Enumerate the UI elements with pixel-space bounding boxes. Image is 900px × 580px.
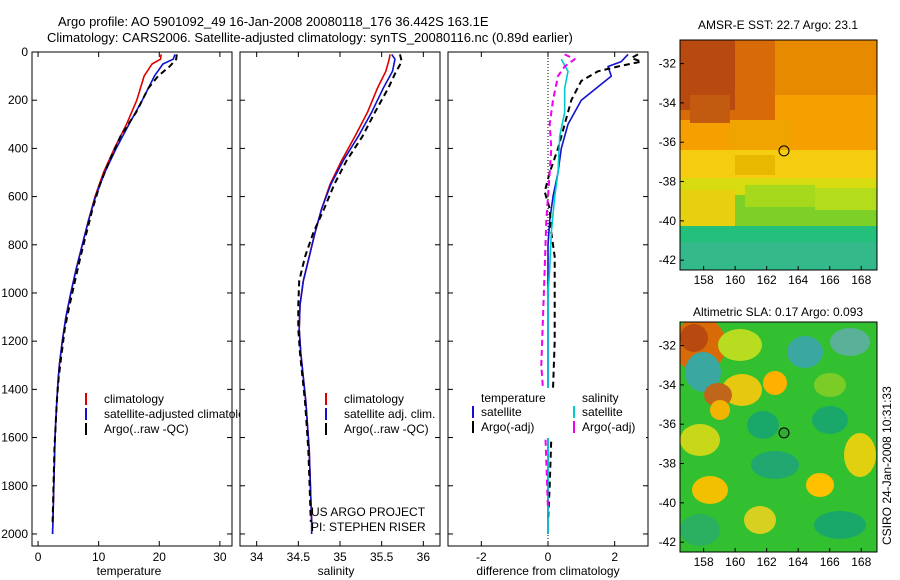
legend-label-climatology: climatology bbox=[104, 392, 164, 406]
legend-label-argo: Argo(..raw -QC) bbox=[344, 422, 429, 436]
x-tick-label: 160 bbox=[725, 555, 745, 569]
legend-label-satellite-adj: satellite adj. clim. bbox=[344, 407, 435, 421]
y-tick-label: -42 bbox=[659, 535, 677, 549]
y-tick-label: 0 bbox=[21, 45, 28, 59]
y-tick-label: -32 bbox=[659, 339, 677, 353]
legend-label-temp-argo: Argo(-adj) bbox=[481, 420, 534, 434]
x-tick-label: 20 bbox=[153, 550, 167, 564]
legend-label-sal-argo: Argo(-adj) bbox=[582, 420, 635, 434]
sst-field bbox=[680, 40, 877, 270]
difference-xlabel: difference from climatology bbox=[476, 564, 619, 578]
y-tick-label: 200 bbox=[8, 93, 28, 107]
x-tick-label: 0 bbox=[545, 550, 552, 564]
difference-legend: temperature salinity satellite Argo(-adj… bbox=[466, 388, 646, 438]
sla-map-axes: 158 160 162 164 166 168 -32 -34 -36 -38 -40 -42 bbox=[659, 339, 872, 569]
x-tick-label: 168 bbox=[851, 273, 871, 287]
series-line-argo-raw-qc bbox=[297, 54, 403, 522]
y-tick-label: 800 bbox=[8, 238, 28, 252]
x-tick-label: 34 bbox=[250, 550, 264, 564]
y-tick-label: -38 bbox=[659, 457, 677, 471]
x-tick-label: 30 bbox=[213, 550, 227, 564]
x-tick-label: -2 bbox=[476, 550, 487, 564]
temperature-panel: 0 10 20 30 0 200 400 600 800 1000 1200 1400 1600 1800… bbox=[1, 45, 257, 578]
x-tick-label: 162 bbox=[757, 555, 777, 569]
y-tick-label: -34 bbox=[659, 96, 677, 110]
series-line-satellite-adjusted-climatology bbox=[51, 54, 176, 535]
sst-map-title: AMSR-E SST: 22.7 Argo: 23.1 bbox=[698, 18, 858, 32]
sst-map-axes: 158 160 162 164 166 168 -32 -34 -36 -38 -40 -42 bbox=[659, 57, 872, 287]
x-tick-label: 0 bbox=[35, 550, 42, 564]
sla-map-frame bbox=[679, 321, 878, 553]
y-tick-label: 2000 bbox=[1, 527, 28, 541]
x-tick-label: 168 bbox=[851, 555, 871, 569]
legend-label-temp-satellite: satellite bbox=[481, 405, 522, 419]
temperature-xlabel: temperature bbox=[97, 564, 162, 578]
y-tick-label: 1800 bbox=[1, 479, 28, 493]
sla-map-panel: Altimetric SLA: 0.17 Argo: 0.093 bbox=[659, 305, 878, 569]
salinity-axes: 34 34.5 35 35.5 36 bbox=[240, 51, 440, 564]
salinity-series bbox=[297, 53, 403, 534]
y-tick-label: 1200 bbox=[1, 334, 28, 348]
x-tick-label: 2 bbox=[611, 550, 618, 564]
sla-field bbox=[680, 322, 877, 552]
salinity-axes-box bbox=[239, 51, 441, 547]
salinity-legend: climatology satellite adj. clim. Argo(..… bbox=[325, 392, 435, 436]
y-tick-label: -40 bbox=[659, 214, 677, 228]
x-tick-label: 166 bbox=[820, 273, 840, 287]
legend-label-sal-satellite: satellite bbox=[582, 405, 623, 419]
project-annotation-line1: US ARGO PROJECT bbox=[311, 505, 426, 519]
legend-label-satellite-adjusted: satellite-adjusted climatology bbox=[104, 407, 257, 421]
legend-background bbox=[466, 388, 646, 438]
credit-text: CSIRO 24-Jan-2008 10:31:33 bbox=[880, 386, 894, 545]
figure-title-line2: Climatology: CARS2006. Satellite-adjuste… bbox=[47, 30, 573, 45]
y-tick-label: 1400 bbox=[1, 382, 28, 396]
x-tick-label: 162 bbox=[757, 273, 777, 287]
x-tick-label: 34.5 bbox=[287, 550, 311, 564]
y-tick-label: -36 bbox=[659, 135, 677, 149]
y-tick-label: -32 bbox=[659, 57, 677, 71]
temperature-axes: 0 10 20 30 0 200 400 600 800 1000 1200 1400 1600 1800… bbox=[1, 45, 232, 564]
x-tick-label: 166 bbox=[820, 555, 840, 569]
difference-panel: -2 0 2 difference from climatology tempera… bbox=[447, 51, 649, 578]
y-tick-label: 600 bbox=[8, 190, 28, 204]
argo-location-marker bbox=[778, 427, 790, 439]
salinity-panel: 34 34.5 35 35.5 36 salinity climatology sate… bbox=[239, 51, 441, 578]
x-tick-label: 35 bbox=[333, 550, 347, 564]
figure-title-line1: Argo profile: AO 5901092_49 16-Jan-2008 … bbox=[58, 14, 489, 29]
y-tick-label: 1600 bbox=[1, 431, 28, 445]
y-tick-label: -34 bbox=[659, 378, 677, 392]
x-tick-label: 160 bbox=[725, 273, 745, 287]
temperature-legend: climatology satellite-adjusted climatolo… bbox=[85, 392, 257, 436]
sst-map-frame bbox=[679, 39, 878, 271]
temperature-axes-box bbox=[31, 51, 233, 547]
sst-map-panel: AMSR-E SST: 22.7 Argo: 23.1 158 160 162 164… bbox=[659, 18, 878, 287]
x-tick-label: 164 bbox=[788, 555, 808, 569]
argo-location-marker bbox=[778, 145, 790, 157]
x-tick-label: 158 bbox=[694, 273, 714, 287]
legend-label-climatology: climatology bbox=[344, 392, 404, 406]
legend-header-temperature: temperature bbox=[481, 391, 546, 405]
y-tick-label: -40 bbox=[659, 496, 677, 510]
y-tick-label: 1000 bbox=[1, 286, 28, 300]
y-tick-label: -36 bbox=[659, 417, 677, 431]
legend-label-argo: Argo(..raw -QC) bbox=[104, 422, 189, 436]
series-line-temperature-argo-adj bbox=[543, 53, 643, 522]
y-tick-label: -42 bbox=[659, 253, 677, 267]
y-tick-label: 400 bbox=[8, 141, 28, 155]
temperature-series bbox=[51, 54, 178, 535]
x-tick-label: 158 bbox=[694, 555, 714, 569]
x-tick-label: 164 bbox=[788, 273, 808, 287]
sla-map-title: Altimetric SLA: 0.17 Argo: 0.093 bbox=[693, 305, 863, 319]
x-tick-label: 35.5 bbox=[370, 550, 394, 564]
salinity-xlabel: salinity bbox=[318, 564, 355, 578]
project-annotation-line2: PI: STEPHEN RISER bbox=[311, 520, 426, 534]
x-tick-label: 36 bbox=[417, 550, 431, 564]
y-tick-label: -38 bbox=[659, 175, 677, 189]
series-line-salinity-argo-adj bbox=[540, 53, 576, 510]
series-line-satellite-adj-clim bbox=[298, 53, 396, 534]
x-tick-label: 10 bbox=[92, 550, 106, 564]
legend-header-salinity: salinity bbox=[582, 391, 619, 405]
